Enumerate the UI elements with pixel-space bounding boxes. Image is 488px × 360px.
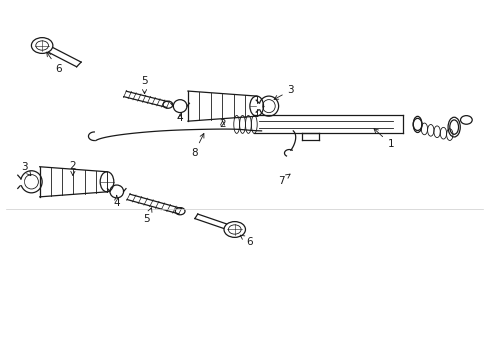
Text: 5: 5 [141, 76, 147, 94]
Text: 3: 3 [274, 85, 294, 99]
Text: 6: 6 [46, 52, 61, 74]
Text: 3: 3 [21, 162, 31, 176]
Text: 2: 2 [219, 120, 225, 129]
Text: 2: 2 [69, 161, 76, 175]
Text: 5: 5 [143, 208, 152, 224]
Text: 8: 8 [191, 134, 203, 158]
Text: 7: 7 [277, 174, 289, 186]
Text: 4: 4 [177, 113, 183, 123]
Text: 4: 4 [113, 195, 120, 208]
Text: 6: 6 [240, 235, 252, 247]
Text: 1: 1 [373, 129, 393, 149]
